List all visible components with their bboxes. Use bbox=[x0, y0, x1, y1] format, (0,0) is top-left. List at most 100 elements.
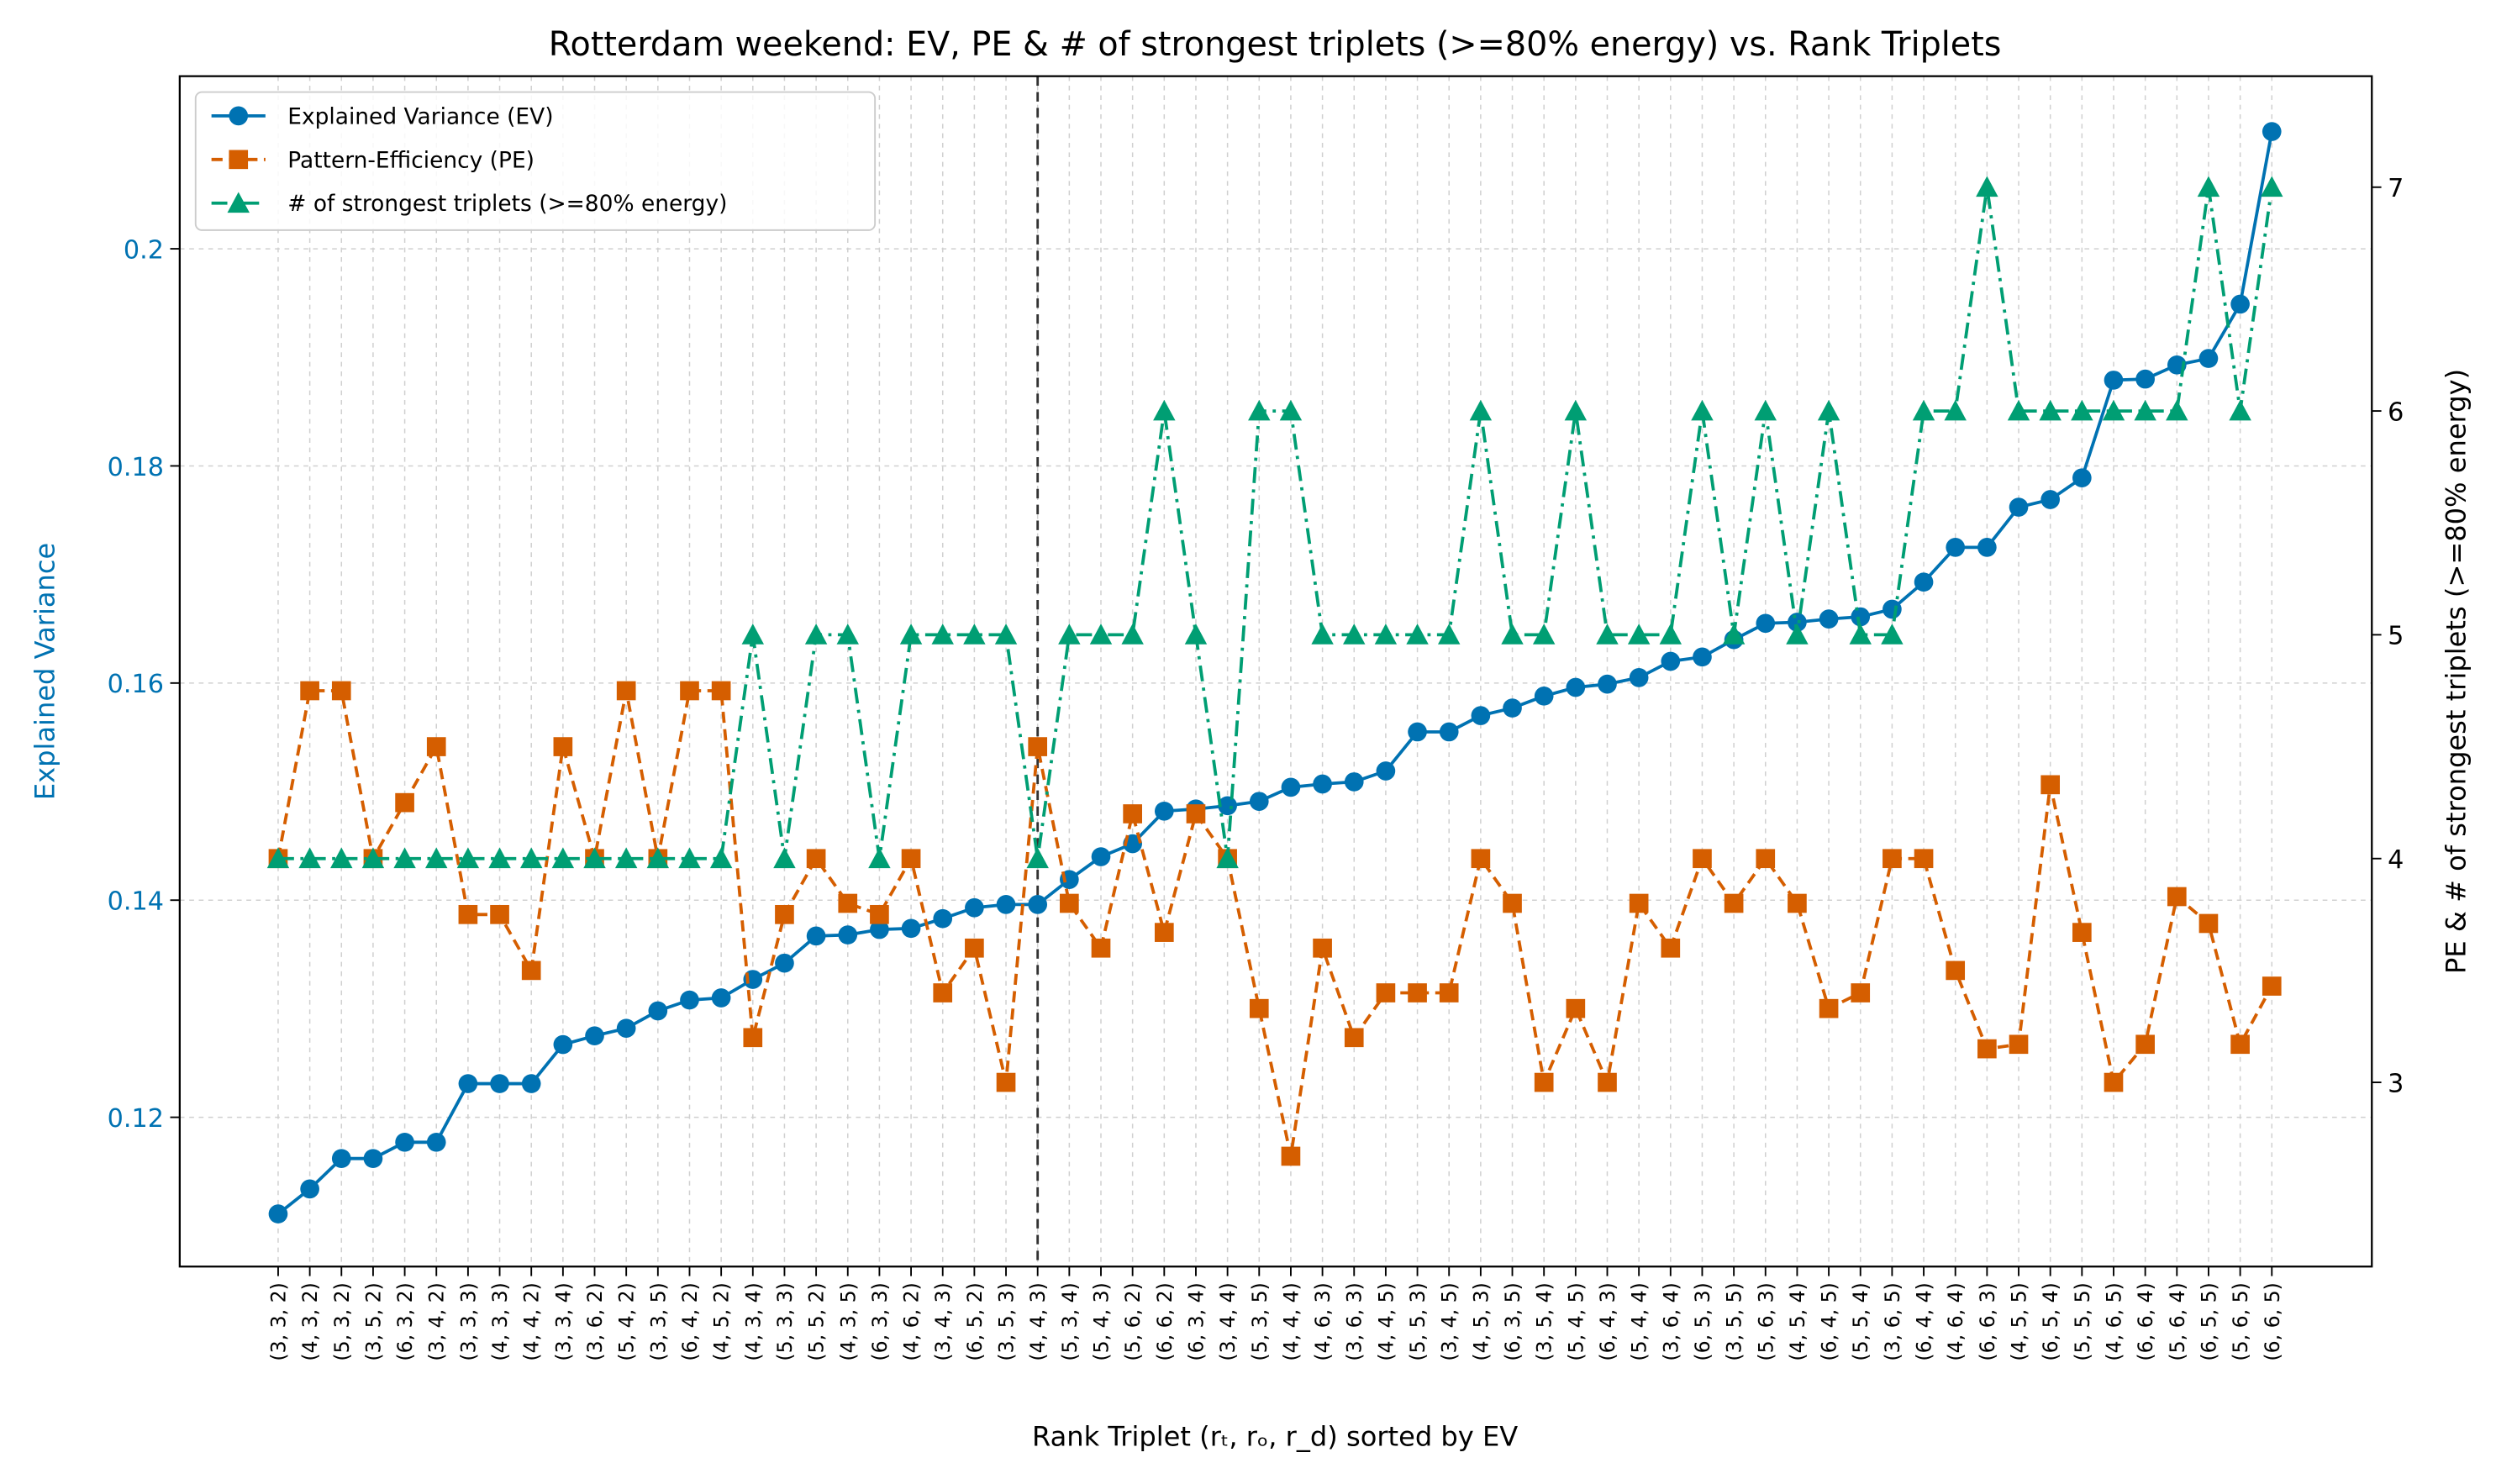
data-point bbox=[868, 847, 891, 869]
x-tick-label: (4, 4, 5) bbox=[1374, 1282, 1398, 1360]
legend-marker bbox=[229, 106, 249, 126]
x-tick-label: (6, 3, 5) bbox=[1501, 1282, 1524, 1360]
x-tick-label: (6, 4, 5) bbox=[1818, 1282, 1841, 1360]
data-point bbox=[553, 737, 573, 756]
data-point bbox=[1788, 613, 1807, 632]
x-tick-label: (6, 5, 3) bbox=[1691, 1282, 1714, 1360]
data-point bbox=[2261, 176, 2283, 197]
data-point bbox=[965, 897, 984, 918]
data-point bbox=[1344, 772, 1364, 792]
data-point bbox=[425, 847, 448, 869]
data-point bbox=[1849, 624, 1872, 645]
data-point bbox=[1154, 923, 1174, 942]
data-point bbox=[996, 1072, 1016, 1092]
data-point bbox=[836, 624, 859, 645]
data-point bbox=[490, 904, 509, 924]
data-point bbox=[331, 1149, 351, 1169]
data-point bbox=[1406, 624, 1429, 645]
data-point bbox=[1184, 624, 1208, 645]
data-point bbox=[1534, 1072, 1554, 1092]
x-tick-label: (6, 5, 4) bbox=[2039, 1282, 2062, 1360]
data-point bbox=[1754, 399, 1777, 421]
x-tick-label: (4, 3, 2) bbox=[298, 1282, 322, 1360]
data-point bbox=[2230, 1034, 2250, 1055]
x-tick-label: (5, 5, 3) bbox=[1406, 1282, 1430, 1360]
data-point bbox=[775, 953, 794, 973]
x-tick-label: (5, 4, 4) bbox=[1628, 1282, 1651, 1360]
data-point bbox=[709, 847, 733, 869]
x-tick-label: (3, 5, 3) bbox=[995, 1282, 1019, 1360]
x-tick-label: (5, 3, 2) bbox=[330, 1282, 354, 1360]
data-point bbox=[2134, 399, 2156, 421]
x-tick-label: (5, 6, 2) bbox=[1121, 1282, 1145, 1360]
series-line bbox=[276, 131, 2274, 1216]
data-point bbox=[426, 737, 446, 756]
data-point bbox=[266, 847, 290, 869]
data-point bbox=[1661, 938, 1681, 958]
x-tick-label: (6, 3, 2) bbox=[393, 1282, 417, 1360]
x-tick-label: (6, 3, 4) bbox=[1184, 1282, 1208, 1360]
data-point bbox=[1596, 624, 1619, 645]
data-point bbox=[1313, 774, 1332, 794]
data-point bbox=[1819, 998, 1839, 1018]
data-point bbox=[1344, 1028, 1364, 1048]
data-point bbox=[1154, 801, 1174, 821]
data-point bbox=[1091, 938, 1111, 958]
data-point bbox=[614, 847, 638, 869]
data-point bbox=[933, 908, 953, 929]
x-tick-label: (4, 3, 4) bbox=[741, 1282, 765, 1360]
data-point bbox=[490, 1074, 509, 1093]
data-point bbox=[901, 849, 921, 869]
data-point bbox=[2197, 176, 2220, 197]
data-point bbox=[2135, 1034, 2155, 1055]
x-tick-label: (6, 4, 3) bbox=[1596, 1282, 1619, 1360]
y2-tick-label: 6 bbox=[2388, 397, 2404, 427]
data-point bbox=[2104, 1072, 2124, 1092]
data-point bbox=[361, 847, 385, 869]
data-point bbox=[1437, 624, 1461, 645]
data-point bbox=[2039, 399, 2062, 421]
data-point bbox=[1408, 722, 1427, 742]
data-point bbox=[965, 938, 984, 958]
data-point bbox=[2009, 497, 2029, 517]
x-tick-label: (3, 4, 5) bbox=[1438, 1282, 1461, 1360]
x-tick-label: (4, 6, 2) bbox=[900, 1282, 924, 1360]
y2-axis-label: PE & # of strongest triplets (>=80% ener… bbox=[2441, 369, 2472, 974]
y-axis-label: Explained Variance bbox=[29, 543, 61, 800]
data-point bbox=[456, 847, 480, 869]
data-point bbox=[1376, 983, 1396, 1002]
x-tick-label: (4, 5, 5) bbox=[2008, 1282, 2031, 1360]
data-point bbox=[1471, 706, 1491, 725]
data-point bbox=[1186, 804, 1206, 824]
data-point bbox=[585, 1026, 604, 1046]
x-tick-label: (5, 4, 2) bbox=[615, 1282, 639, 1360]
data-point bbox=[1026, 847, 1049, 869]
x-tick-label: (4, 6, 4) bbox=[1944, 1282, 1967, 1360]
data-point bbox=[1376, 761, 1396, 781]
data-point bbox=[1659, 624, 1682, 645]
data-point bbox=[1469, 399, 1493, 421]
data-point bbox=[1881, 624, 1904, 645]
x-tick-label: (5, 5, 2) bbox=[805, 1282, 829, 1360]
data-point bbox=[1788, 893, 1807, 913]
data-point bbox=[519, 847, 543, 869]
x-tick-label: (4, 5, 3) bbox=[1469, 1282, 1493, 1360]
data-point bbox=[1566, 677, 1586, 697]
data-point bbox=[743, 1028, 763, 1048]
x-tick-label: (3, 5, 2) bbox=[361, 1282, 385, 1360]
x-tick-label: (3, 5, 5) bbox=[1723, 1282, 1746, 1360]
data-point bbox=[583, 847, 606, 869]
data-point bbox=[1439, 983, 1459, 1002]
legend-marker bbox=[227, 192, 250, 213]
data-point bbox=[804, 624, 828, 645]
data-point bbox=[1503, 893, 1522, 913]
data-point bbox=[1343, 624, 1366, 645]
data-point bbox=[931, 624, 954, 645]
data-point bbox=[2166, 399, 2188, 421]
data-point bbox=[680, 990, 699, 1010]
data-point bbox=[1439, 722, 1459, 742]
data-point bbox=[1501, 624, 1524, 645]
x-tick-label: (3, 3, 3) bbox=[456, 1282, 480, 1360]
data-point bbox=[1851, 983, 1871, 1002]
data-point bbox=[1281, 1146, 1301, 1166]
